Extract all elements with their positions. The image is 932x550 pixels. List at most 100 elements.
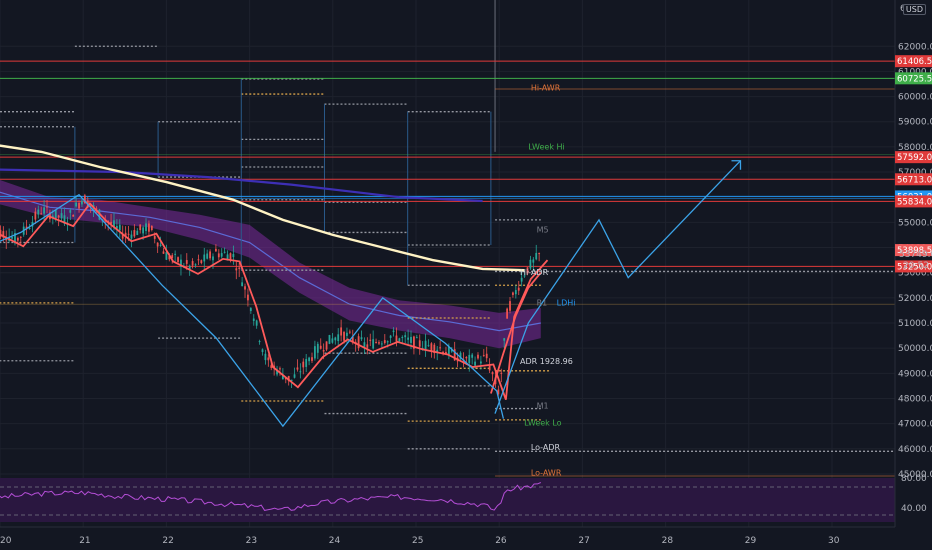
ma-band <box>0 179 541 349</box>
candle-body <box>19 236 22 238</box>
candle-body <box>279 368 281 370</box>
price-axis[interactable]: 80.00 40.00 45000.0 46000.0 47000.0 48000.0 49… <box>894 0 932 550</box>
candle-body <box>168 256 171 260</box>
candle-body <box>497 389 500 395</box>
zigzag-drawing[interactable] <box>0 193 505 428</box>
price-label: 53898.5 <box>897 246 932 256</box>
candle-body <box>465 356 468 359</box>
candle-body <box>118 224 121 231</box>
arrow-head[interactable] <box>731 160 742 170</box>
price-label-box <box>895 195 932 208</box>
candle-body <box>115 226 118 229</box>
ma-fast-red <box>490 272 542 394</box>
level-annotation: LWeek Hi <box>528 142 564 151</box>
candle-body <box>293 374 296 378</box>
candle-body <box>171 255 174 259</box>
candle-body <box>258 341 261 343</box>
price-label: 60725.5 <box>897 74 932 84</box>
candle-body <box>281 374 284 380</box>
candle-body <box>162 251 165 254</box>
level-annotation: Lo-ADR <box>531 443 561 452</box>
candle-body <box>16 237 19 241</box>
candle-body <box>212 256 214 261</box>
price-tick-label: 58000.0 <box>898 143 932 153</box>
level-annotations: Hi-AWR LWeek Hi M5 Hi-ADR R1 LDHi ADR 1928.96 M… <box>520 83 575 477</box>
price-tick-label: 62000.0 <box>898 42 932 52</box>
candle-body <box>404 335 407 338</box>
price-tick-label: 48000.0 <box>898 394 932 404</box>
candle-body <box>319 345 322 349</box>
candle-body <box>325 341 328 350</box>
price-tick-label: 47000.0 <box>898 420 932 430</box>
candle-body <box>78 202 80 209</box>
moving-averages <box>0 144 549 401</box>
candle-body <box>436 349 439 353</box>
candle-body <box>334 337 337 341</box>
price-tick-label: 50000.0 <box>898 344 932 354</box>
candle-body <box>468 354 471 364</box>
price-tick-label: 59000.0 <box>898 118 932 128</box>
candle-body <box>89 205 92 207</box>
moving-average-bands <box>0 179 541 349</box>
candle-body <box>197 259 200 261</box>
candle-body <box>72 214 75 217</box>
price-tick-label: 52000.0 <box>898 294 932 304</box>
candle-body <box>459 352 462 359</box>
candle-body <box>500 372 503 374</box>
date-tick-label: 22 <box>162 536 173 546</box>
rsi-tick-label: 40.00 <box>901 504 927 514</box>
price-axis-bg <box>895 0 932 550</box>
currency-badge[interactable]: USD <box>902 4 926 15</box>
candle-body <box>255 320 258 326</box>
candle-body <box>316 343 319 353</box>
date-tick-label: 29 <box>745 536 757 546</box>
date-tick-label: 26 <box>495 536 507 546</box>
candle-body <box>290 379 293 382</box>
candle-body <box>311 357 313 361</box>
candle-body <box>121 234 124 239</box>
candle-body <box>503 338 506 341</box>
candle-body <box>124 232 127 237</box>
candle-body <box>453 349 456 361</box>
price-label: 53250.0 <box>897 262 932 272</box>
candle-body <box>348 331 351 333</box>
level-annotation: M5 <box>537 225 549 234</box>
projection-drawing[interactable] <box>494 160 741 414</box>
date-tick-label: 21 <box>79 536 90 546</box>
candle-body <box>110 221 112 224</box>
candle-body <box>113 220 115 227</box>
price-tick-label: 46000.0 <box>898 445 932 455</box>
candle-body <box>488 365 491 371</box>
time-axis-bg <box>0 527 895 550</box>
candle-body <box>276 369 278 375</box>
candle-body <box>200 260 203 264</box>
price-label: 61406.5 <box>897 57 932 67</box>
candle-body <box>244 286 246 290</box>
candle-body <box>485 353 488 359</box>
candle-body <box>153 235 156 239</box>
time-axis[interactable]: 20 21 22 23 24 25 26 27 28 29 30 <box>0 526 895 550</box>
candle-body <box>267 357 270 361</box>
price-label-box <box>895 55 932 68</box>
candle-body <box>241 282 244 287</box>
candle-body <box>264 353 267 361</box>
candle-body <box>401 337 404 339</box>
candle-body <box>363 342 366 347</box>
drawings[interactable] <box>0 160 742 428</box>
candle-body <box>249 308 252 312</box>
candle-body <box>150 225 153 231</box>
candle-body <box>11 237 13 239</box>
candle-body <box>413 336 415 349</box>
candle-body <box>95 208 98 210</box>
rsi-line <box>0 482 541 511</box>
candle-body <box>247 294 249 301</box>
price-label-box <box>895 72 932 85</box>
candle-body <box>299 371 302 373</box>
candle-body <box>139 224 142 231</box>
candle-body <box>351 336 354 342</box>
candle-body <box>506 308 509 319</box>
candle-body <box>517 287 520 291</box>
price-label: 55834.0 <box>897 197 932 207</box>
price-label: 56713.0 <box>897 175 932 185</box>
